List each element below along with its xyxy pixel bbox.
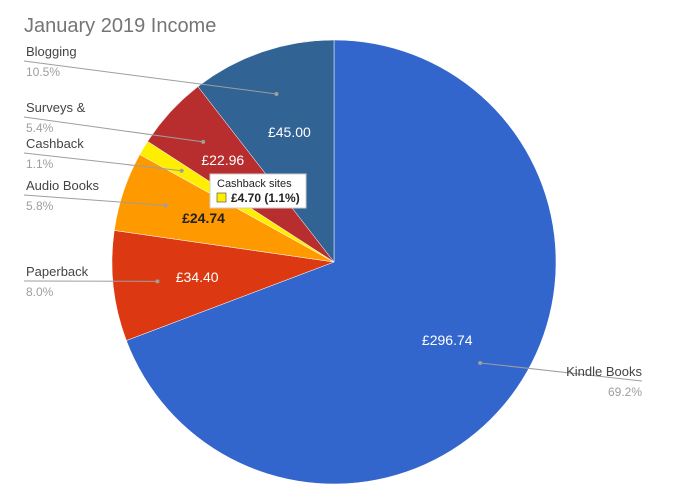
- tooltip: Cashback sites £4.70 (1.1%): [209, 173, 307, 209]
- percent-label-paperback: 8.0%: [26, 285, 54, 299]
- leader-line-surveys: [23, 116, 204, 143]
- percent-label-kindle-books: 69.2%: [608, 385, 642, 399]
- category-label-cashback: Cashback: [26, 136, 84, 151]
- leader-dot-audio-books: [163, 203, 168, 208]
- tooltip-swatch: [216, 192, 227, 203]
- category-label-kindle-books: Kindle Books: [566, 364, 642, 379]
- category-label-audio-books: Audio Books: [26, 178, 99, 193]
- value-label-kindle-books: £296.74: [422, 332, 473, 348]
- value-label-audio-books: £24.74: [182, 210, 225, 226]
- tooltip-box: [209, 173, 307, 209]
- tooltip-title: Cashback sites: [217, 178, 292, 190]
- leader-dot-kindle-books: [478, 360, 483, 365]
- percent-label-audio-books: 5.8%: [26, 199, 54, 213]
- leader-dot-surveys: [201, 139, 206, 144]
- percent-label-blogging: 10.5%: [26, 65, 60, 79]
- category-label-surveys: Surveys &: [26, 100, 86, 115]
- leader-line-kindle-books: [480, 362, 643, 382]
- leader-lines-group: [23, 60, 643, 382]
- percent-label-cashback: 1.1%: [26, 157, 54, 171]
- leader-dot-cashback: [179, 168, 184, 173]
- leader-line-blogging: [23, 60, 277, 95]
- leader-line-audio-books: [23, 194, 166, 206]
- category-label-blogging: Blogging: [26, 44, 77, 59]
- percent-label-surveys: 5.4%: [26, 121, 54, 135]
- leader-dot-paperback: [155, 279, 160, 284]
- tooltip-value: £4.70 (1.1%): [231, 191, 300, 205]
- labels-group: £296.74 Kindle Books 69.2% £34.40 Paperback 8…: [26, 44, 642, 399]
- value-label-paperback: £34.40: [176, 269, 219, 285]
- leader-line-cashback: [23, 152, 182, 172]
- value-label-blogging: £45.00: [268, 124, 311, 140]
- value-label-surveys: £22.96: [201, 152, 244, 168]
- slice-kindle-books[interactable]: [126, 39, 557, 485]
- slice-paperback[interactable]: [111, 230, 335, 341]
- leader-dot-blogging: [274, 91, 279, 96]
- category-label-paperback: Paperback: [26, 264, 89, 279]
- slices-group: [111, 39, 557, 485]
- chart-title: January 2019 Income: [24, 15, 216, 37]
